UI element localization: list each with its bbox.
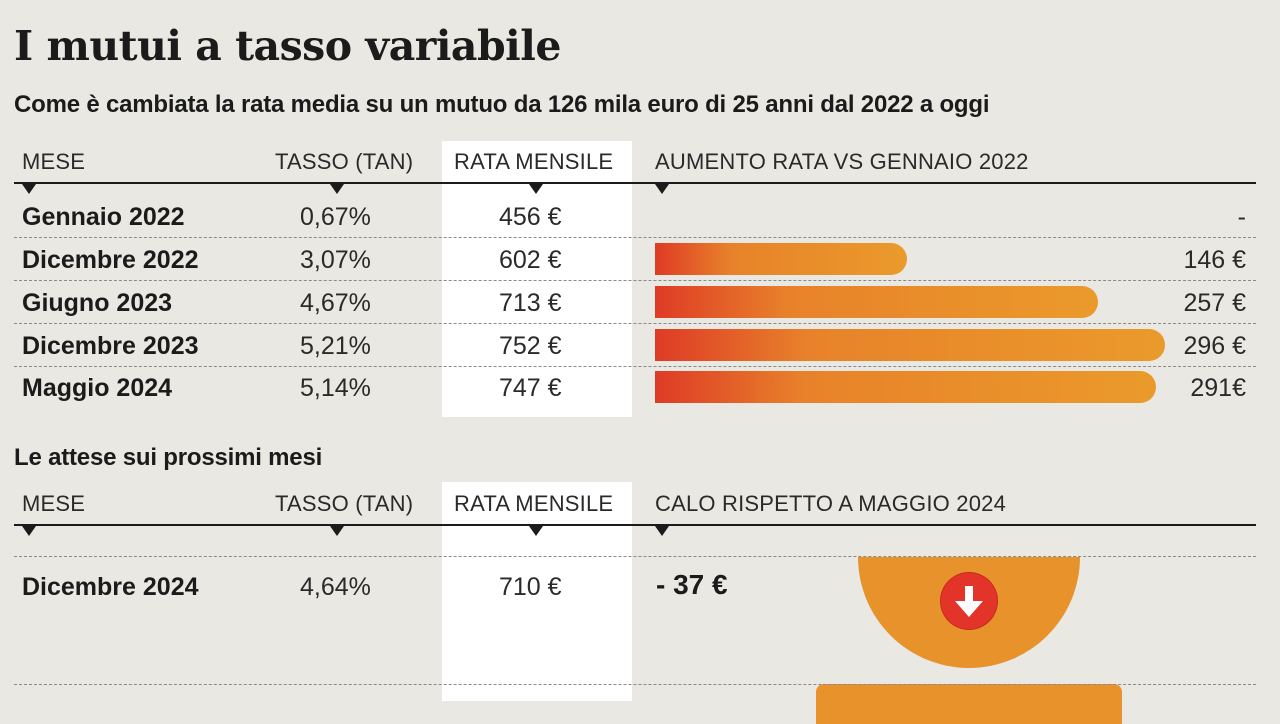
header-marker-calo (655, 526, 669, 536)
row-divider (14, 366, 1256, 367)
header-rule-1 (14, 182, 1256, 184)
increase-bar (655, 329, 1165, 361)
row-month: Dicembre 2022 (22, 246, 199, 274)
row-payment: 713 € (499, 289, 562, 317)
row-month: Giugno 2023 (22, 289, 173, 317)
row-rate: 4,67% (300, 289, 371, 317)
row-increase: 291€ (1190, 374, 1246, 402)
row-rate: 5,14% (300, 374, 371, 402)
down-arrow-icon (941, 573, 997, 629)
row-divider (14, 280, 1256, 281)
row-increase: 296 € (1183, 332, 1246, 360)
row-divider (14, 684, 1256, 685)
chart-subtitle: Come è cambiata la rata media su un mutu… (14, 91, 990, 118)
row-month: Maggio 2024 (22, 374, 173, 402)
header-marker-tasso (330, 526, 344, 536)
header-marker-rata (529, 526, 543, 536)
header-rata: RATA MENSILE (454, 491, 614, 516)
row-month: Gennaio 2022 (22, 203, 185, 231)
header-rule-2 (14, 524, 1256, 526)
increase-bar (655, 286, 1098, 318)
forecast-month: Dicembre 2024 (22, 573, 199, 601)
rata-column-bg-2 (442, 482, 632, 701)
header-tasso: TASSO (TAN) (275, 149, 414, 174)
header-tasso: TASSO (TAN) (275, 491, 414, 516)
row-payment: 456 € (499, 203, 562, 231)
row-divider (14, 237, 1256, 238)
row-rate: 5,21% (300, 332, 371, 360)
row-divider (14, 556, 1256, 557)
row-month: Dicembre 2023 (22, 332, 199, 360)
increase-bar (655, 371, 1156, 403)
increase-bar (655, 243, 907, 275)
header-mese: MESE (22, 491, 86, 516)
header-marker-mese (22, 526, 36, 536)
header-rata: RATA MENSILE (454, 149, 614, 174)
section-title-forecast: Le attese sui prossimi mesi (14, 444, 323, 471)
header-marker-mese (22, 184, 36, 194)
row-payment: 747 € (499, 374, 562, 402)
row-payment: 602 € (499, 246, 562, 274)
forecast-payment: 710 € (499, 573, 562, 601)
row-rate: 0,67% (300, 203, 371, 231)
forecast-rate: 4,64% (300, 573, 371, 601)
decrease-base-shape (816, 684, 1122, 724)
header-marker-tasso (330, 184, 344, 194)
row-increase: 257 € (1183, 289, 1246, 317)
row-payment: 752 € (499, 332, 562, 360)
header-marker-aumento (655, 184, 669, 194)
chart-title: I mutui a tasso variabile (14, 22, 561, 70)
row-rate: 3,07% (300, 246, 371, 274)
header-mese: MESE (22, 149, 86, 174)
header-aumento: AUMENTO RATA VS GENNAIO 2022 (655, 149, 1029, 174)
header-calo: CALO RISPETTO A MAGGIO 2024 (655, 491, 1007, 516)
header-marker-rata (529, 184, 543, 194)
row-increase: - (1237, 203, 1246, 231)
row-increase: 146 € (1183, 246, 1246, 274)
row-divider (14, 323, 1256, 324)
forecast-decrease: - 37 € (656, 569, 728, 600)
